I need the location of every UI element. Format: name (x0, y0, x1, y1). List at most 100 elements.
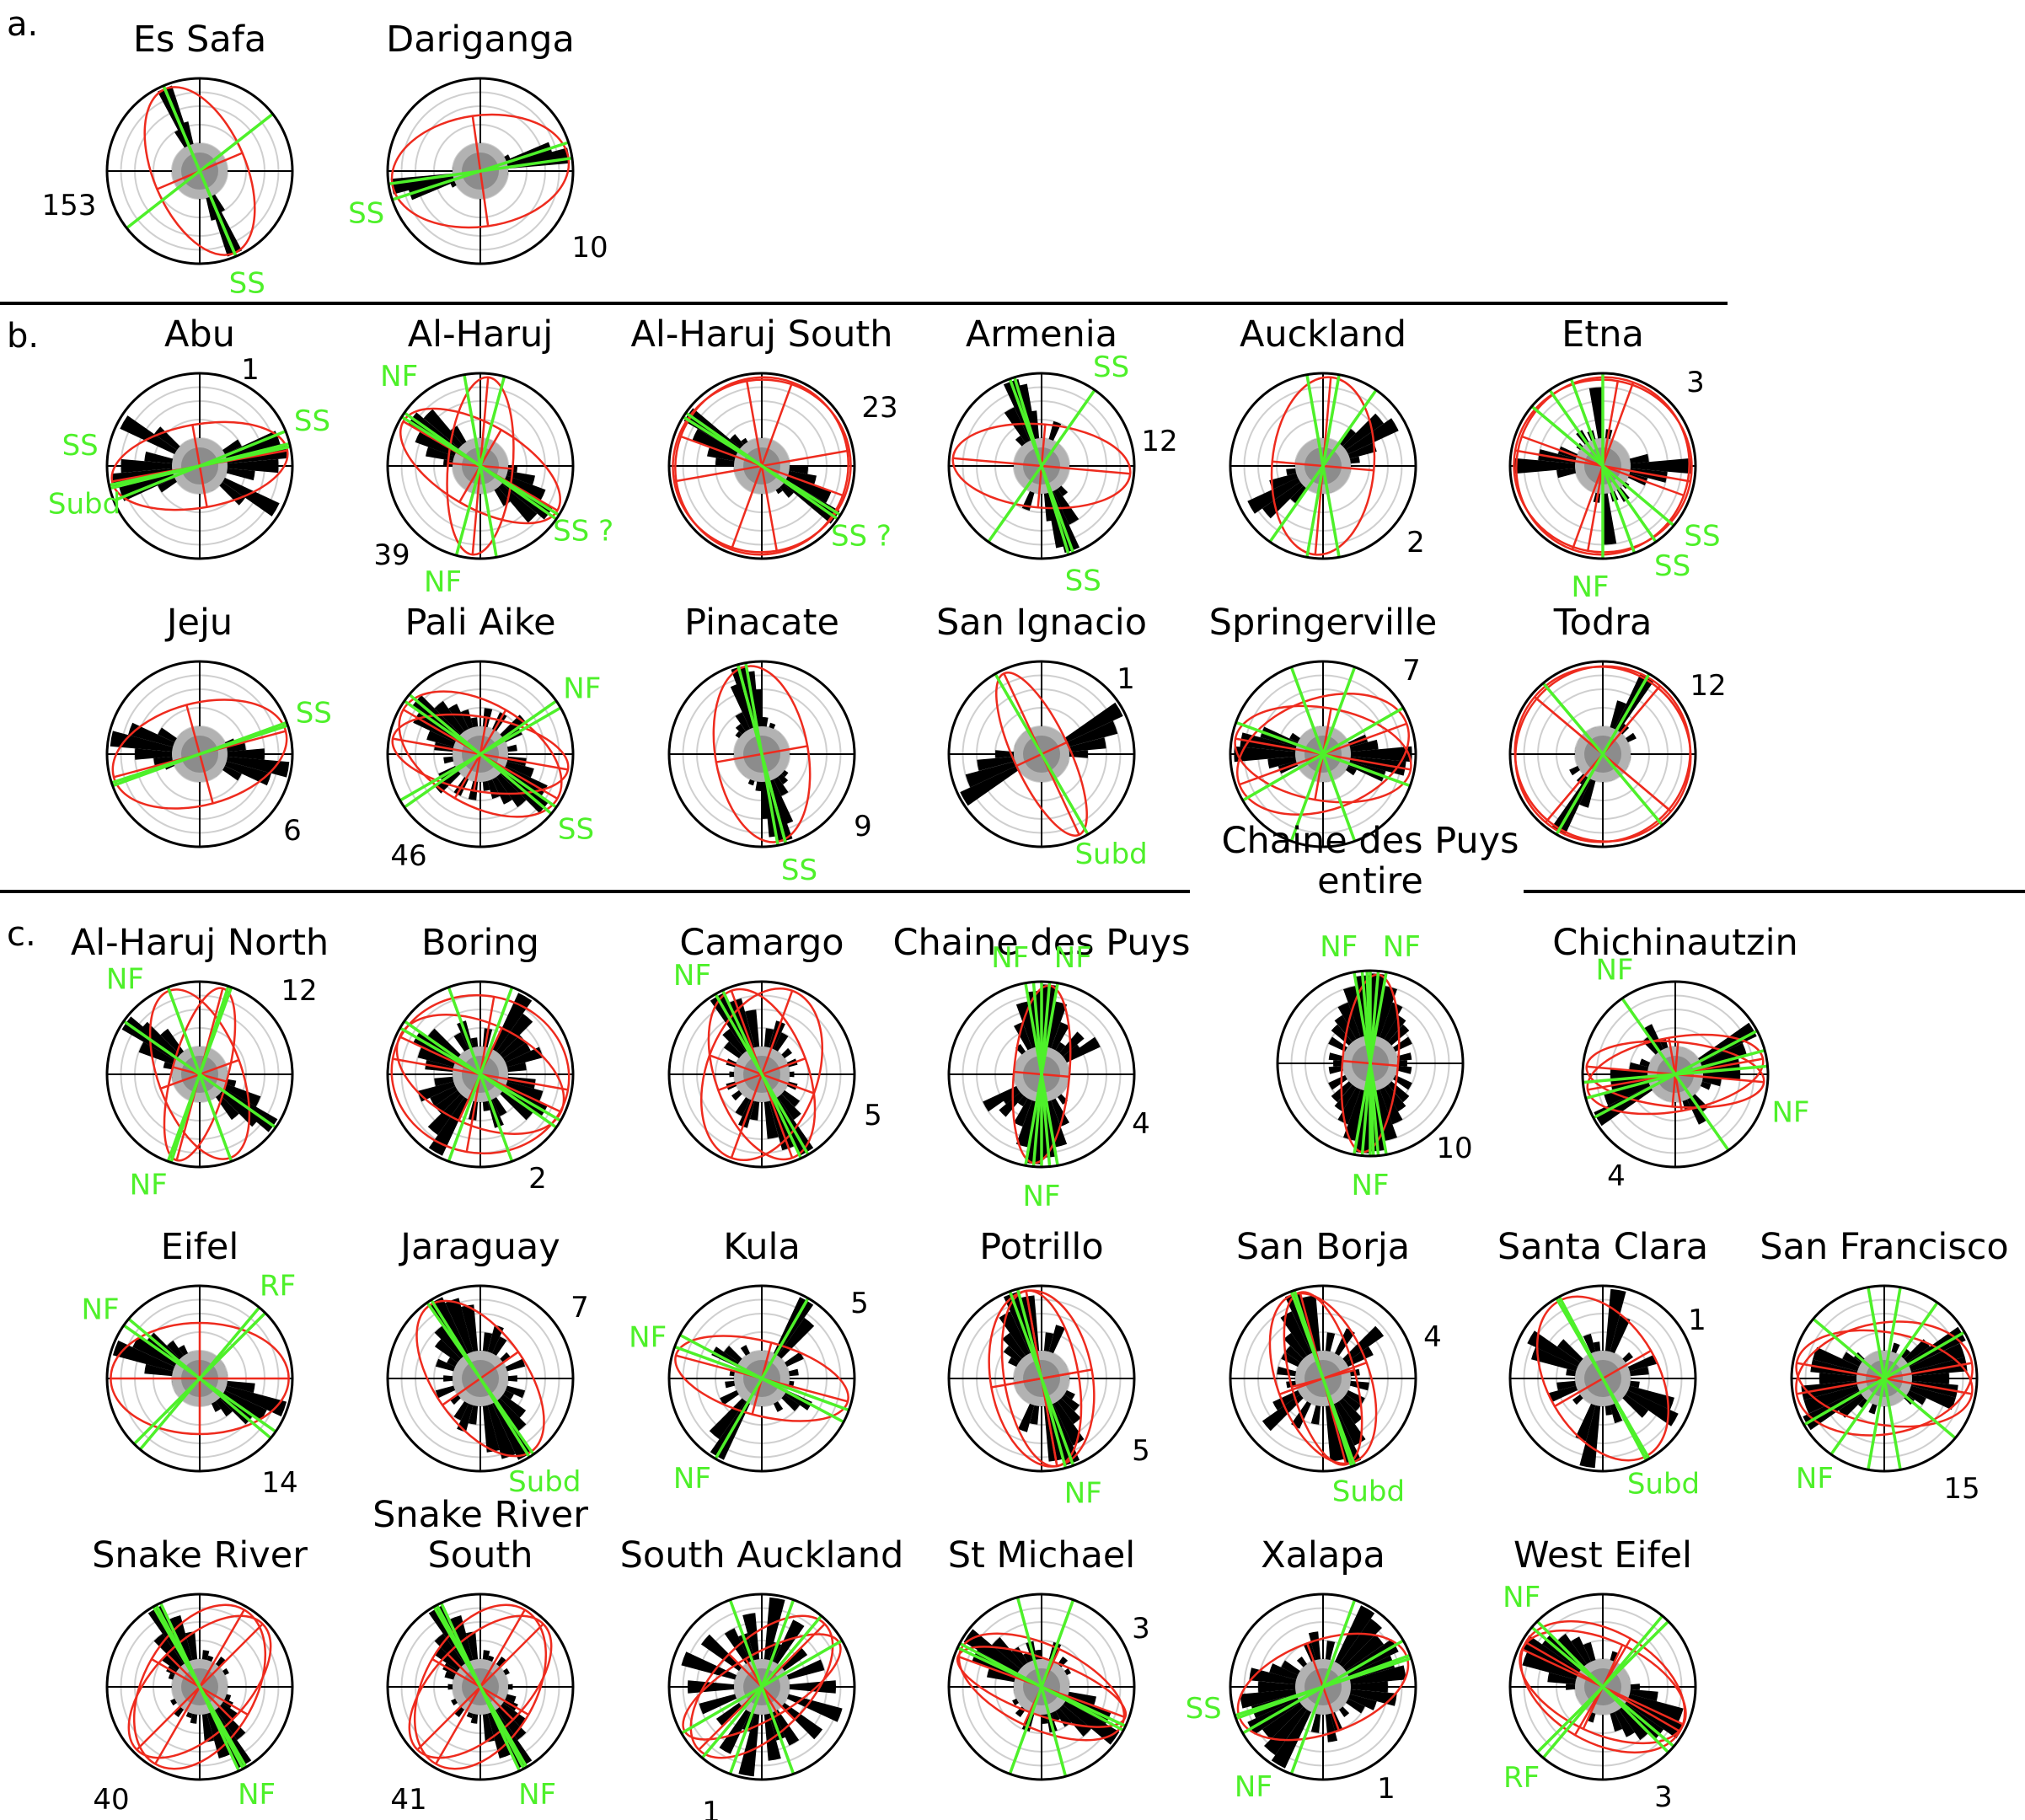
trend-label: SS (781, 854, 817, 887)
rose-outline (1508, 1592, 1697, 1781)
rose-title: Jeju (164, 602, 233, 644)
tectonic-trend-line (1305, 374, 1341, 558)
vent-count: 4 (1607, 1159, 1626, 1193)
vent-count: 41 (390, 1783, 426, 1817)
vent-count: 40 (93, 1783, 129, 1817)
rose-title: San Borja (1236, 1226, 1410, 1268)
tectonic-trend-line (1557, 1296, 1648, 1461)
vent-count: 4 (1423, 1320, 1442, 1354)
tectonic-trend-line (1289, 1599, 1357, 1774)
tectonic-trend-line (122, 1324, 277, 1433)
rose-outline (947, 660, 1136, 848)
trend-label: Subd (48, 487, 121, 521)
tectonic-trend-line (1803, 1330, 1966, 1427)
tectonic-trend-line (721, 989, 803, 1159)
rose-petal (1513, 458, 1603, 474)
rose-title: Boring (421, 922, 539, 964)
rose-auckland: Auckland 2 (1229, 313, 1425, 560)
vent-count: 5 (864, 1099, 882, 1132)
rose-outline (947, 372, 1136, 560)
tectonic-trend-line (1569, 378, 1637, 554)
trend-label: SS (558, 813, 594, 847)
rose-xalapa: Xalapa SS NF 1 (1186, 1534, 1417, 1806)
rose-petal (1323, 746, 1412, 763)
rose-outline (667, 372, 856, 560)
tectonic-trend-line (158, 1602, 241, 1772)
section-label-a: a. (7, 5, 38, 44)
rose-title: South Auckland (620, 1534, 904, 1576)
trend-label: NF (629, 1321, 667, 1355)
rose-title: Santa Clara (1497, 1226, 1708, 1268)
vent-count: 1 (1688, 1303, 1706, 1337)
tectonic-trend-line (1015, 1597, 1068, 1777)
vent-count: 2 (528, 1162, 547, 1196)
vent-count: 2 (1406, 526, 1425, 559)
rose-title: Al-Haruj (408, 313, 553, 356)
rose-title: St Michael (948, 1534, 1136, 1576)
rose-outline (105, 372, 294, 560)
trend-label: SS (1093, 351, 1129, 384)
rose-outline (1508, 660, 1697, 848)
rose-jeju: Jeju SS 6 (105, 602, 332, 848)
trend-label: NF (1064, 1476, 1102, 1510)
trend-label: SS (1186, 1692, 1222, 1726)
rose-outline (386, 660, 575, 848)
rose-title: Snake River (92, 1534, 308, 1576)
rose-outline (1229, 372, 1417, 560)
rose-snake-river: Snake River NF 40 (92, 1534, 308, 1817)
rose-petal (200, 458, 279, 474)
rose-title: Chichinautzin (1552, 922, 1798, 964)
tectonic-trend-line (1365, 971, 1375, 1156)
trend-label: NF (1054, 941, 1092, 975)
tectonic-trend-line (463, 374, 498, 558)
tectonic-trend-line (682, 415, 842, 517)
vent-count: 153 (42, 189, 97, 222)
rose-outline (667, 980, 856, 1169)
trend-label: NF (424, 565, 462, 599)
trend-label: SS (348, 196, 384, 230)
trend-label: NF (1235, 1770, 1272, 1804)
rose-diagrams: Es SafaSS153DarigangaSS10AbuSSSSSubd1Al-… (42, 19, 2009, 1820)
vent-count: 1 (702, 1796, 721, 1820)
tectonic-trend-line (994, 672, 1090, 836)
trend-label: SS ? (831, 520, 892, 554)
rose-outline (947, 1592, 1136, 1781)
rose-es-safa: Es Safa SS 153 (42, 19, 294, 301)
trend-label: NF (1596, 953, 1634, 987)
rose-title: Chaine des Puys (892, 922, 1190, 964)
rose-outline (1508, 1284, 1697, 1473)
trend-label: NF (673, 1462, 711, 1496)
vent-count: 9 (854, 810, 872, 843)
rose-petal (1603, 458, 1692, 474)
trend-label: NF (991, 941, 1029, 975)
vent-count: 46 (390, 839, 426, 873)
tectonic-trend-line (1535, 1619, 1670, 1754)
trend-label: NF (1796, 1462, 1834, 1496)
trend-label: Subd (508, 1465, 581, 1499)
tectonic-trend-line (391, 141, 570, 201)
rose-title: entire (1317, 860, 1423, 902)
rose-title: Etna (1562, 313, 1644, 356)
tectonic-trend-line (1015, 1288, 1068, 1469)
rose-dariganga: Dariganga SS 10 (348, 19, 608, 265)
vent-count: 3 (1686, 366, 1705, 399)
tectonic-trend-line (987, 388, 1096, 543)
trend-label: SS (1065, 564, 1101, 597)
trend-label: NF (563, 672, 601, 706)
rose-san-borja: San Borja Subd 4 (1229, 1226, 1442, 1509)
rose-title: Chaine des Puys (1221, 820, 1519, 862)
trend-label: NF (1352, 1169, 1390, 1202)
rose-petal (1258, 1681, 1323, 1693)
rose-santa-clara: Santa Clara Subd 1 (1497, 1226, 1708, 1502)
rose-title: Es Safa (133, 19, 266, 61)
rose-outline (105, 980, 294, 1169)
rose-title: Al-Haruj South (630, 313, 892, 356)
rose-outline (1790, 1284, 1979, 1473)
trend-label: Subd (1627, 1468, 1700, 1502)
tectonic-trend-line (403, 1020, 558, 1129)
